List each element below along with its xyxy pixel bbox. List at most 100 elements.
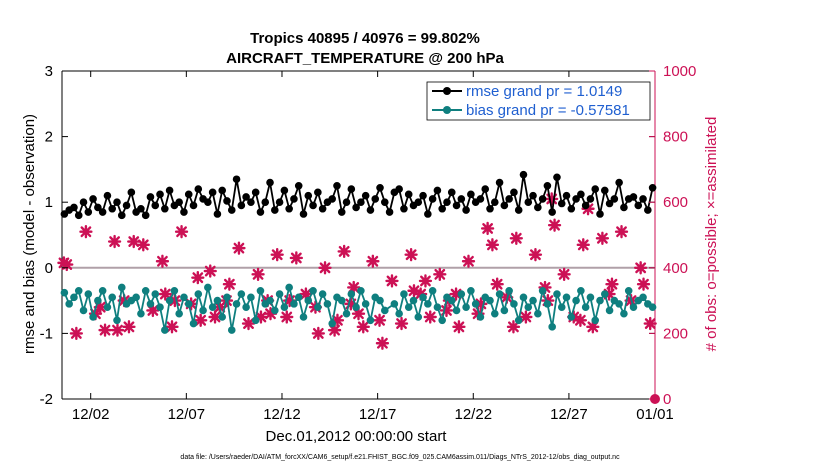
rmse-marker (161, 204, 169, 213)
bias-marker (113, 316, 121, 325)
obs-assimilated-marker (423, 310, 437, 324)
bias-marker (208, 303, 217, 311)
bias-marker (534, 309, 542, 318)
bias-marker (103, 303, 112, 311)
rmse-marker (610, 195, 619, 203)
obs-assimilated-marker (270, 248, 284, 262)
bias-marker (74, 286, 83, 295)
bias-marker (495, 290, 504, 298)
rmse-marker (605, 199, 614, 208)
bias-marker (304, 296, 313, 305)
rmse-marker (534, 203, 542, 212)
rmse-marker (79, 198, 88, 206)
obs-assimilated-marker (407, 284, 421, 298)
rmse-marker (452, 201, 461, 210)
rmse-marker (557, 199, 566, 208)
bias-marker (89, 313, 97, 321)
rmse-marker (596, 210, 604, 218)
bias-marker (596, 296, 604, 305)
bias-marker (553, 290, 561, 298)
bias-marker (194, 290, 203, 298)
rmse-marker (294, 182, 303, 190)
bias-marker (452, 306, 461, 315)
obs-assimilated-marker (643, 316, 657, 331)
rmse-marker (242, 193, 250, 201)
bias-marker (151, 290, 160, 298)
legend: rmse grand pr = 1.0149 bias grand pr = -… (426, 81, 651, 121)
rmse-marker (280, 186, 289, 195)
bias-marker (79, 306, 88, 315)
y-tick-label: -1 (40, 325, 53, 342)
bias-marker (471, 300, 480, 308)
rmse-marker (447, 188, 456, 197)
obs-assimilated-marker (538, 280, 552, 295)
obs-assimilated-marker (474, 297, 488, 311)
obs-assimilated-marker (107, 234, 122, 249)
bias-marker (476, 313, 485, 321)
rmse-marker (333, 182, 341, 190)
bias-marker (419, 293, 427, 302)
bias-marker (271, 306, 279, 315)
rmse-marker (486, 204, 494, 213)
rmse-marker (237, 201, 246, 210)
x-axis-label: Dec.01,2012 00:00:00 start (266, 428, 448, 445)
obs-assimilated-marker (117, 293, 131, 308)
bias-marker (242, 303, 250, 311)
bias-marker (433, 303, 442, 311)
rmse-marker (247, 198, 255, 206)
rmse-marker (328, 195, 336, 203)
rmse-marker (309, 201, 317, 210)
rmse-marker (529, 191, 537, 200)
rmse-marker (505, 195, 513, 203)
bias-marker (500, 306, 509, 315)
rmse-marker (256, 208, 265, 216)
obs-assimilated-marker (351, 307, 366, 321)
obs-assimilated-marker (168, 293, 182, 308)
bias-marker (620, 309, 628, 318)
bias-marker (428, 286, 437, 295)
rmse-marker (113, 198, 121, 206)
bias-marker (467, 286, 475, 295)
bias-marker (414, 313, 423, 321)
rmse-marker (194, 185, 203, 193)
obs-assimilated-marker (414, 287, 428, 301)
legend-bias-label: bias grand pr = -0.57581 (466, 102, 630, 119)
x-tick-label: 12/02 (72, 406, 110, 423)
obs-assimilated-marker (372, 313, 387, 327)
bias-marker (538, 286, 547, 295)
obs-assimilated-marker (573, 313, 588, 327)
rmse-marker (371, 195, 380, 203)
y2-tick-label: 200 (663, 325, 688, 342)
obs-assimilated-marker (394, 316, 409, 331)
x-tick-label: 12/07 (168, 406, 206, 423)
obs-assimilated-marker (299, 287, 313, 301)
rmse-marker (74, 211, 83, 220)
rmse-marker (204, 198, 212, 206)
rmse-marker (314, 188, 322, 197)
obs-assimilated-marker (222, 277, 237, 291)
obs-assimilated-marker (194, 313, 208, 327)
obs-assimilated-marker (471, 307, 485, 321)
obs-assimilated-marker (547, 218, 562, 232)
rmse-marker (299, 210, 308, 218)
rmse-marker (481, 185, 490, 193)
rmse-marker (639, 195, 647, 203)
obs-assimilated-marker (98, 323, 112, 337)
rmse-marker (117, 211, 126, 220)
obs-assimilated-marker (509, 231, 523, 245)
obs-assimilated-marker (433, 267, 447, 282)
obs-assimilated-marker (490, 277, 504, 291)
rmse-marker (519, 170, 528, 179)
obs-assimilated-marker (330, 313, 345, 327)
rmse-marker (381, 198, 389, 206)
obs-assimilated-marker (557, 267, 571, 282)
rmse-marker (567, 204, 576, 213)
legend-bias-marker (443, 106, 451, 114)
y-tick-label: 0 (45, 260, 53, 277)
bias-marker (572, 296, 580, 305)
rmse-marker (227, 206, 236, 214)
rmse-marker (514, 206, 523, 214)
bias-marker (237, 290, 246, 298)
bias-marker (447, 296, 456, 305)
bias-marker (543, 300, 552, 308)
